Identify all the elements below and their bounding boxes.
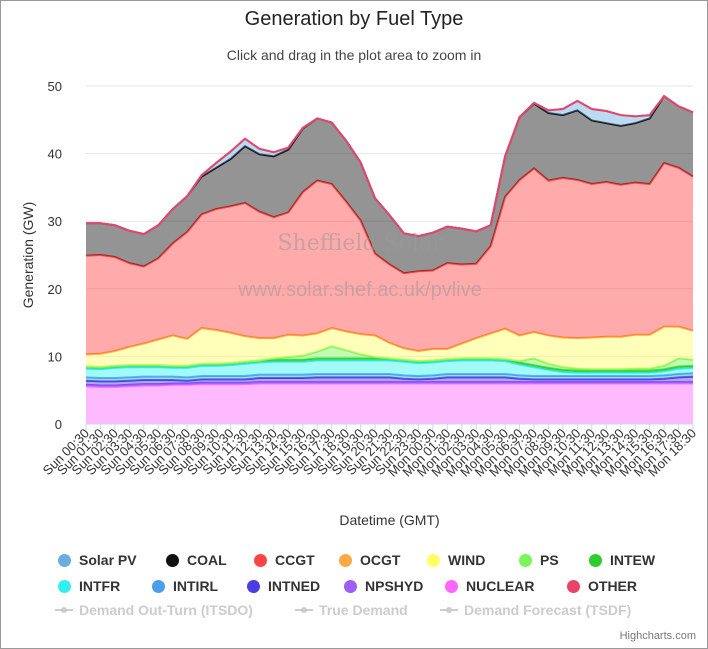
- chart-subtitle: Click and drag in the plot area to zoom …: [226, 47, 482, 63]
- legend-marker-icon: [58, 554, 71, 567]
- legend-label: COAL: [187, 552, 227, 568]
- area-intirl: [86, 373, 693, 382]
- legend-label: OCGT: [360, 552, 401, 568]
- y-tick-label-1: 10: [48, 349, 62, 364]
- legend-label: CCGT: [275, 552, 315, 568]
- legend-marker-icon: [446, 607, 452, 613]
- y-axis-title: Generation (GW): [20, 202, 36, 309]
- legend-marker-icon: [519, 554, 532, 567]
- legend-label: NUCLEAR: [466, 578, 535, 594]
- legend-marker-icon: [445, 580, 458, 593]
- legend-label: OTHER: [588, 578, 637, 594]
- legend-label: INTEW: [610, 552, 656, 568]
- legend-label: Demand Forecast (TSDF): [464, 602, 632, 618]
- legend-marker-icon: [589, 554, 602, 567]
- legend-label: INTIRL: [173, 578, 219, 594]
- legend-marker-icon: [344, 580, 357, 593]
- series-line-intned: [85, 375, 694, 383]
- legend-marker-icon: [567, 580, 580, 593]
- area-ccgt: [86, 163, 693, 355]
- y-tick-label-0: 0: [55, 417, 62, 432]
- series-line-intirl: [85, 372, 694, 380]
- series-line-other: [86, 94, 694, 238]
- legend-marker-icon: [254, 554, 267, 567]
- legend-marker-icon: [166, 554, 179, 567]
- legend-marker-icon: [58, 580, 71, 593]
- y-tick-label-3: 30: [48, 214, 62, 229]
- series-line-ccgt: [85, 161, 694, 275]
- area-coal: [86, 96, 693, 274]
- legend-marker-icon: [339, 554, 352, 567]
- series-line-nuclear: [85, 382, 693, 388]
- legend-label: True Demand: [319, 602, 408, 618]
- y-tick-label-5: 50: [48, 79, 62, 94]
- area-intned: [86, 376, 693, 386]
- legend-label: Solar PV: [79, 552, 137, 568]
- legend-marker-icon: [61, 607, 67, 613]
- legend-marker-icon: [152, 580, 165, 593]
- watermark-title: Sheffield Solar: [277, 231, 443, 256]
- x-axis-title: Datetime (GMT): [339, 512, 439, 528]
- y-tick-label-4: 40: [48, 147, 62, 162]
- watermark-url: www.solar.shef.ac.uk/pvlive: [237, 279, 481, 301]
- area-wind: [86, 326, 693, 370]
- y-tick-label-2: 20: [48, 282, 62, 297]
- series-line-ps: [85, 345, 694, 371]
- legend-marker-icon: [247, 580, 260, 593]
- legend-label: INTNED: [268, 578, 321, 594]
- legend-label: Demand Out-Turn (ITSDO): [79, 602, 253, 618]
- series-line-intfr: [85, 359, 694, 374]
- legend-label: NPSHYD: [365, 578, 424, 594]
- legend-label: INTFR: [79, 578, 121, 594]
- area-nuclear: [86, 383, 693, 424]
- chart-title: Generation by Fuel Type: [244, 8, 464, 30]
- legend-label: WIND: [448, 552, 486, 568]
- legend-label: PS: [540, 552, 559, 568]
- series-line-ocgt: [85, 325, 694, 356]
- legend-marker-icon: [301, 607, 307, 613]
- credits-link[interactable]: Highcharts.com: [619, 630, 696, 642]
- series-line-npshyd: [85, 381, 693, 387]
- legend-marker-icon: [427, 554, 440, 567]
